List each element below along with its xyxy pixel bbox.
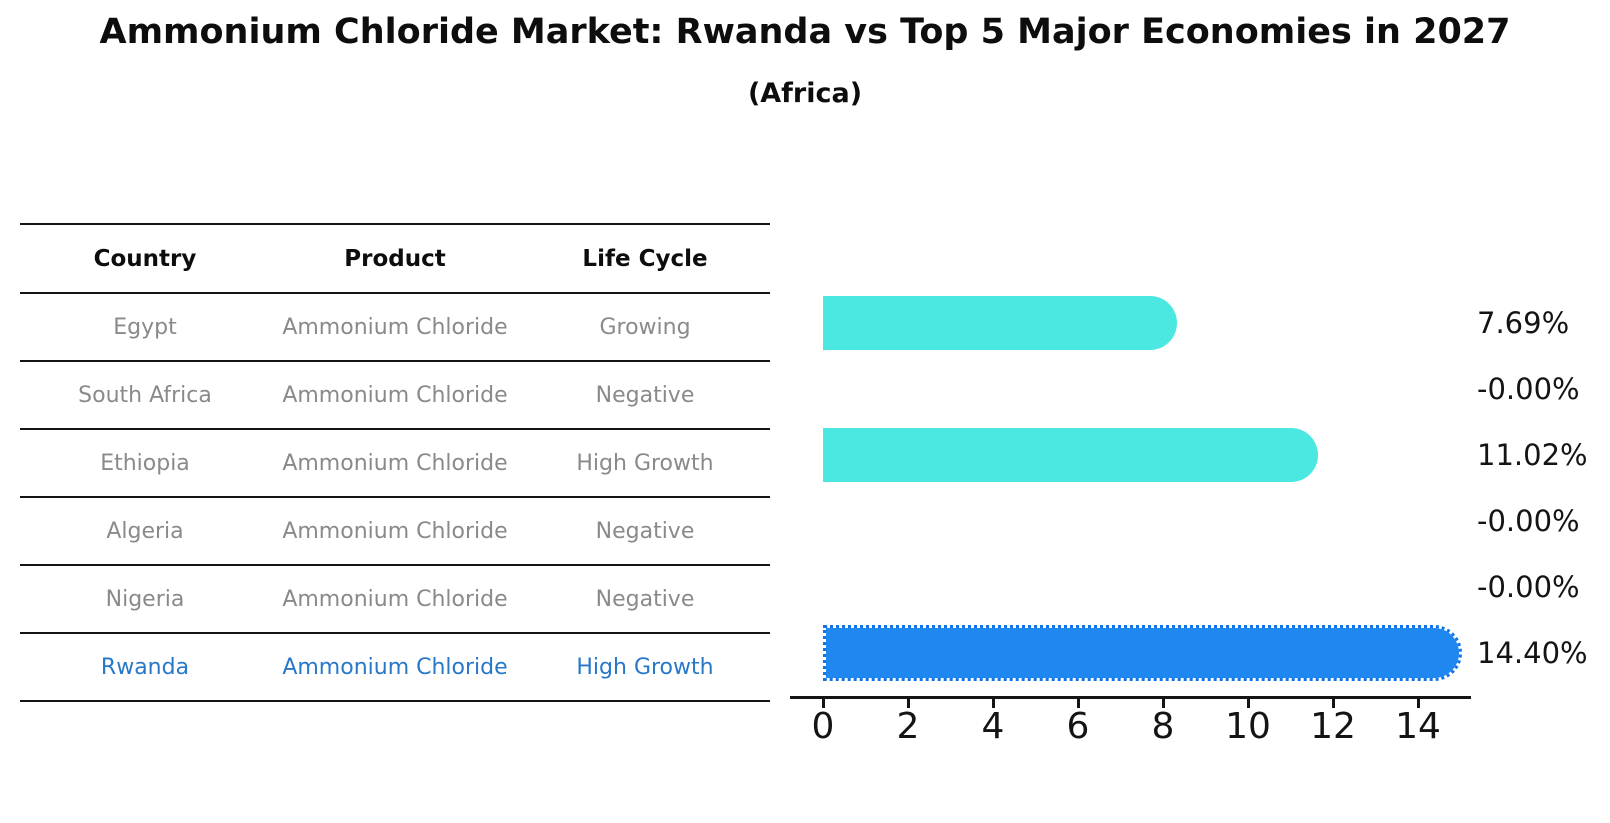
country-table: Country Product Life Cycle Egypt Ammonium Ch… (20, 223, 770, 702)
product-cell: Ammonium Chloride (282, 314, 508, 340)
product-cell: Ammonium Chloride (282, 382, 508, 408)
chart-title: Ammonium Chloride Market: Rwanda vs Top … (99, 12, 1511, 52)
column-header-country: Country (93, 245, 197, 272)
life-cycle-cell: Negative (595, 518, 695, 544)
value-label: -0.00% (1477, 372, 1580, 406)
x-tick-mark (1331, 698, 1335, 708)
country-cell: Ethiopia (100, 450, 190, 476)
x-tick-mark (991, 698, 995, 708)
x-tick-mark (1416, 698, 1420, 708)
table-row: South Africa Ammonium Chloride Negative (20, 362, 770, 430)
column-header-product: Product (344, 245, 446, 272)
table-row: Algeria Ammonium Chloride Negative (20, 498, 770, 566)
value-label: 7.69% (1477, 306, 1570, 340)
x-tick-label: 10 (1225, 706, 1271, 747)
country-cell: Rwanda (100, 654, 190, 680)
x-tick-mark (906, 698, 910, 708)
country-cell: South Africa (78, 382, 212, 408)
bar-rwanda (823, 625, 1462, 681)
x-tick-label: 14 (1395, 706, 1441, 747)
column-header-life-cycle: Life Cycle (582, 245, 708, 272)
x-tick-label: 4 (981, 706, 1005, 747)
x-tick-mark (1161, 698, 1165, 708)
chart-subtitle: (Africa) (747, 78, 863, 109)
product-cell: Ammonium Chloride (282, 450, 508, 476)
table-row: Ethiopia Ammonium Chloride High Growth (20, 430, 770, 498)
product-cell: Ammonium Chloride (282, 586, 508, 612)
table-row: Rwanda Ammonium Chloride High Growth (20, 634, 770, 702)
product-cell: Ammonium Chloride (282, 654, 508, 680)
life-cycle-cell: Negative (595, 586, 695, 612)
x-axis-line (790, 696, 1471, 699)
country-cell: Egypt (113, 314, 177, 340)
product-cell: Ammonium Chloride (282, 518, 508, 544)
bar-ethiopia (823, 428, 1319, 482)
life-cycle-cell: Growing (599, 314, 691, 340)
x-tick-label: 8 (1151, 706, 1175, 747)
table-row: Egypt Ammonium Chloride Growing (20, 294, 770, 362)
value-label: 14.40% (1477, 636, 1588, 670)
life-cycle-cell: High Growth (576, 654, 714, 680)
x-tick-label: 0 (811, 706, 835, 747)
country-cell: Nigeria (105, 586, 185, 612)
x-tick-mark (1076, 698, 1080, 708)
x-tick-label: 2 (896, 706, 920, 747)
x-tick-label: 6 (1066, 706, 1090, 747)
country-cell: Algeria (106, 518, 184, 544)
value-label: -0.00% (1477, 504, 1580, 538)
bar-egypt (823, 296, 1177, 350)
life-cycle-cell: Negative (595, 382, 695, 408)
x-tick-mark (1246, 698, 1250, 708)
x-tick-label: 12 (1310, 706, 1356, 747)
table-header-row: Country Product Life Cycle (20, 225, 770, 294)
value-label: 11.02% (1477, 438, 1588, 472)
life-cycle-cell: High Growth (576, 450, 714, 476)
value-label: -0.00% (1477, 570, 1580, 604)
table-row: Nigeria Ammonium Chloride Negative (20, 566, 770, 634)
x-tick-mark (821, 698, 825, 708)
